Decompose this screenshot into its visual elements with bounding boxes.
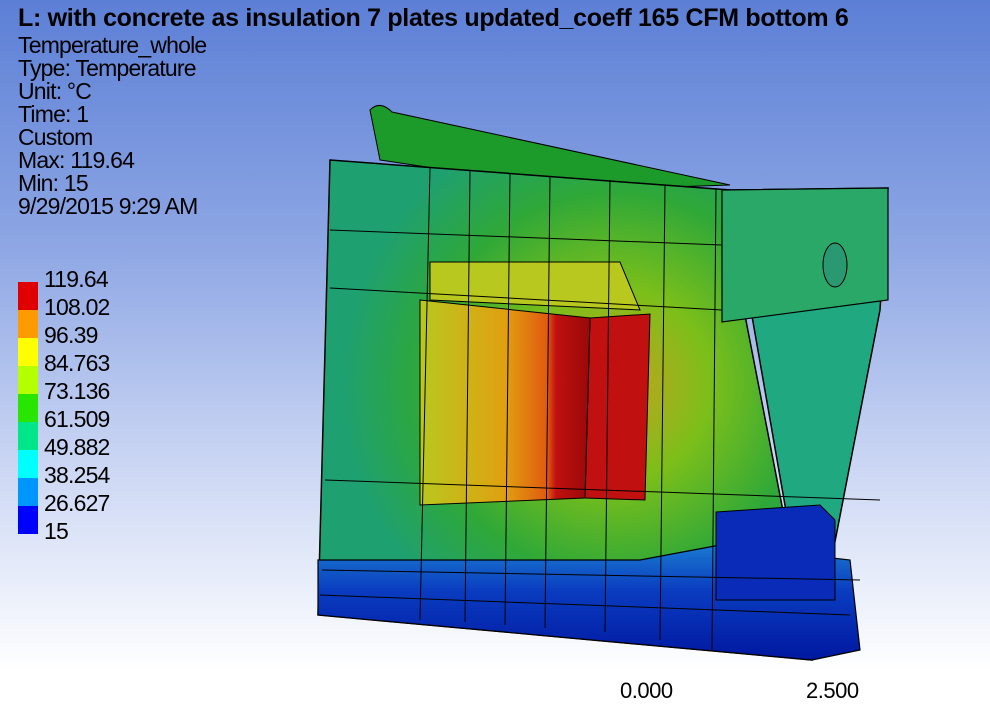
legend-swatch [18, 478, 38, 506]
legend-swatch [18, 282, 38, 310]
legend-swatch [18, 506, 38, 534]
legend-swatch [18, 422, 38, 450]
legend-swatch [18, 310, 38, 338]
info-line: Max: 119.64 [18, 149, 206, 172]
info-line: Min: 15 [18, 172, 206, 195]
info-line: Type: Temperature [18, 57, 206, 80]
scale-label: 2.500 [806, 678, 859, 704]
legend-label: 61.509 [44, 408, 110, 431]
legend-swatch [18, 394, 38, 422]
viewport: L: with concrete as insulation 7 plates … [0, 0, 990, 706]
legend-label: 15 [44, 520, 68, 543]
legend-label: 49.882 [44, 436, 110, 459]
info-line: Temperature_whole [18, 34, 206, 57]
legend-label: 84.763 [44, 352, 110, 375]
legend-label: 108.02 [44, 296, 110, 319]
info-line: 9/29/2015 9:29 AM [18, 195, 206, 218]
legend-label: 26.627 [44, 492, 110, 515]
result-title: L: with concrete as insulation 7 plates … [18, 4, 849, 33]
legend-swatch [18, 450, 38, 478]
legend-swatch [18, 338, 38, 366]
legend-label: 96.39 [44, 324, 98, 347]
legend-label: 38.254 [44, 464, 110, 487]
legend-label: 73.136 [44, 380, 110, 403]
info-line: Custom [18, 126, 206, 149]
legend-label: 119.64 [44, 268, 108, 291]
info-line: Time: 1 [18, 103, 206, 126]
legend-swatch [18, 366, 38, 394]
scale-label: 0.000 [620, 678, 673, 704]
info-line: Unit: °C [18, 80, 206, 103]
